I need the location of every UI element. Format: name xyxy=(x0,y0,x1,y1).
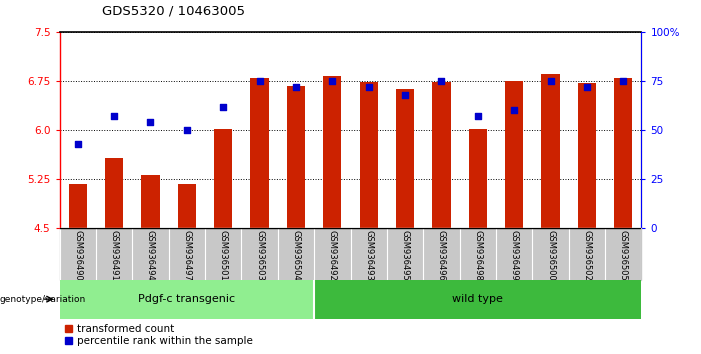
Bar xyxy=(250,78,268,228)
Bar xyxy=(433,82,451,228)
Point xyxy=(182,127,193,133)
Bar xyxy=(142,175,160,228)
Point xyxy=(472,114,484,119)
Bar xyxy=(178,184,196,228)
Text: GSM936503: GSM936503 xyxy=(255,230,264,281)
Point xyxy=(400,92,411,98)
Text: GSM936492: GSM936492 xyxy=(328,230,336,281)
Point xyxy=(581,84,592,90)
Legend: transformed count, percentile rank within the sample: transformed count, percentile rank withi… xyxy=(64,324,253,347)
Bar xyxy=(69,184,87,228)
Text: Pdgf-c transgenic: Pdgf-c transgenic xyxy=(138,294,236,304)
Point xyxy=(217,104,229,109)
Point xyxy=(618,78,629,84)
Point xyxy=(145,119,156,125)
Bar xyxy=(314,280,641,319)
Bar xyxy=(214,129,232,228)
Point xyxy=(254,78,265,84)
Bar xyxy=(105,158,123,228)
Text: GSM936498: GSM936498 xyxy=(473,230,482,281)
Text: GSM936496: GSM936496 xyxy=(437,230,446,281)
Point xyxy=(436,78,447,84)
Text: GSM936494: GSM936494 xyxy=(146,230,155,281)
Text: GSM936504: GSM936504 xyxy=(292,230,301,281)
Bar xyxy=(578,83,596,228)
Bar xyxy=(505,81,523,228)
Point xyxy=(545,78,556,84)
Point xyxy=(109,114,120,119)
Text: GSM936497: GSM936497 xyxy=(182,230,191,281)
Text: GSM936501: GSM936501 xyxy=(219,230,228,281)
Text: genotype/variation: genotype/variation xyxy=(0,295,86,304)
Text: GSM936493: GSM936493 xyxy=(365,230,373,281)
Bar xyxy=(614,78,632,228)
Text: GSM936491: GSM936491 xyxy=(109,230,118,281)
Text: GSM936495: GSM936495 xyxy=(400,230,409,281)
Text: GDS5320 / 10463005: GDS5320 / 10463005 xyxy=(102,5,245,18)
Bar xyxy=(60,280,314,319)
Bar xyxy=(323,76,341,228)
Text: wild type: wild type xyxy=(452,294,503,304)
Point xyxy=(72,141,83,147)
Text: GSM936502: GSM936502 xyxy=(583,230,592,281)
Point xyxy=(290,84,301,90)
Bar xyxy=(396,90,414,228)
Text: GSM936500: GSM936500 xyxy=(546,230,555,281)
Point xyxy=(327,78,338,84)
Text: GSM936499: GSM936499 xyxy=(510,230,519,281)
Text: GSM936490: GSM936490 xyxy=(74,230,82,281)
Bar xyxy=(360,82,378,228)
Point xyxy=(363,84,374,90)
Point xyxy=(508,108,519,113)
Bar xyxy=(469,129,487,228)
Text: GSM936505: GSM936505 xyxy=(619,230,627,281)
Bar xyxy=(541,74,559,228)
Bar xyxy=(287,86,305,228)
